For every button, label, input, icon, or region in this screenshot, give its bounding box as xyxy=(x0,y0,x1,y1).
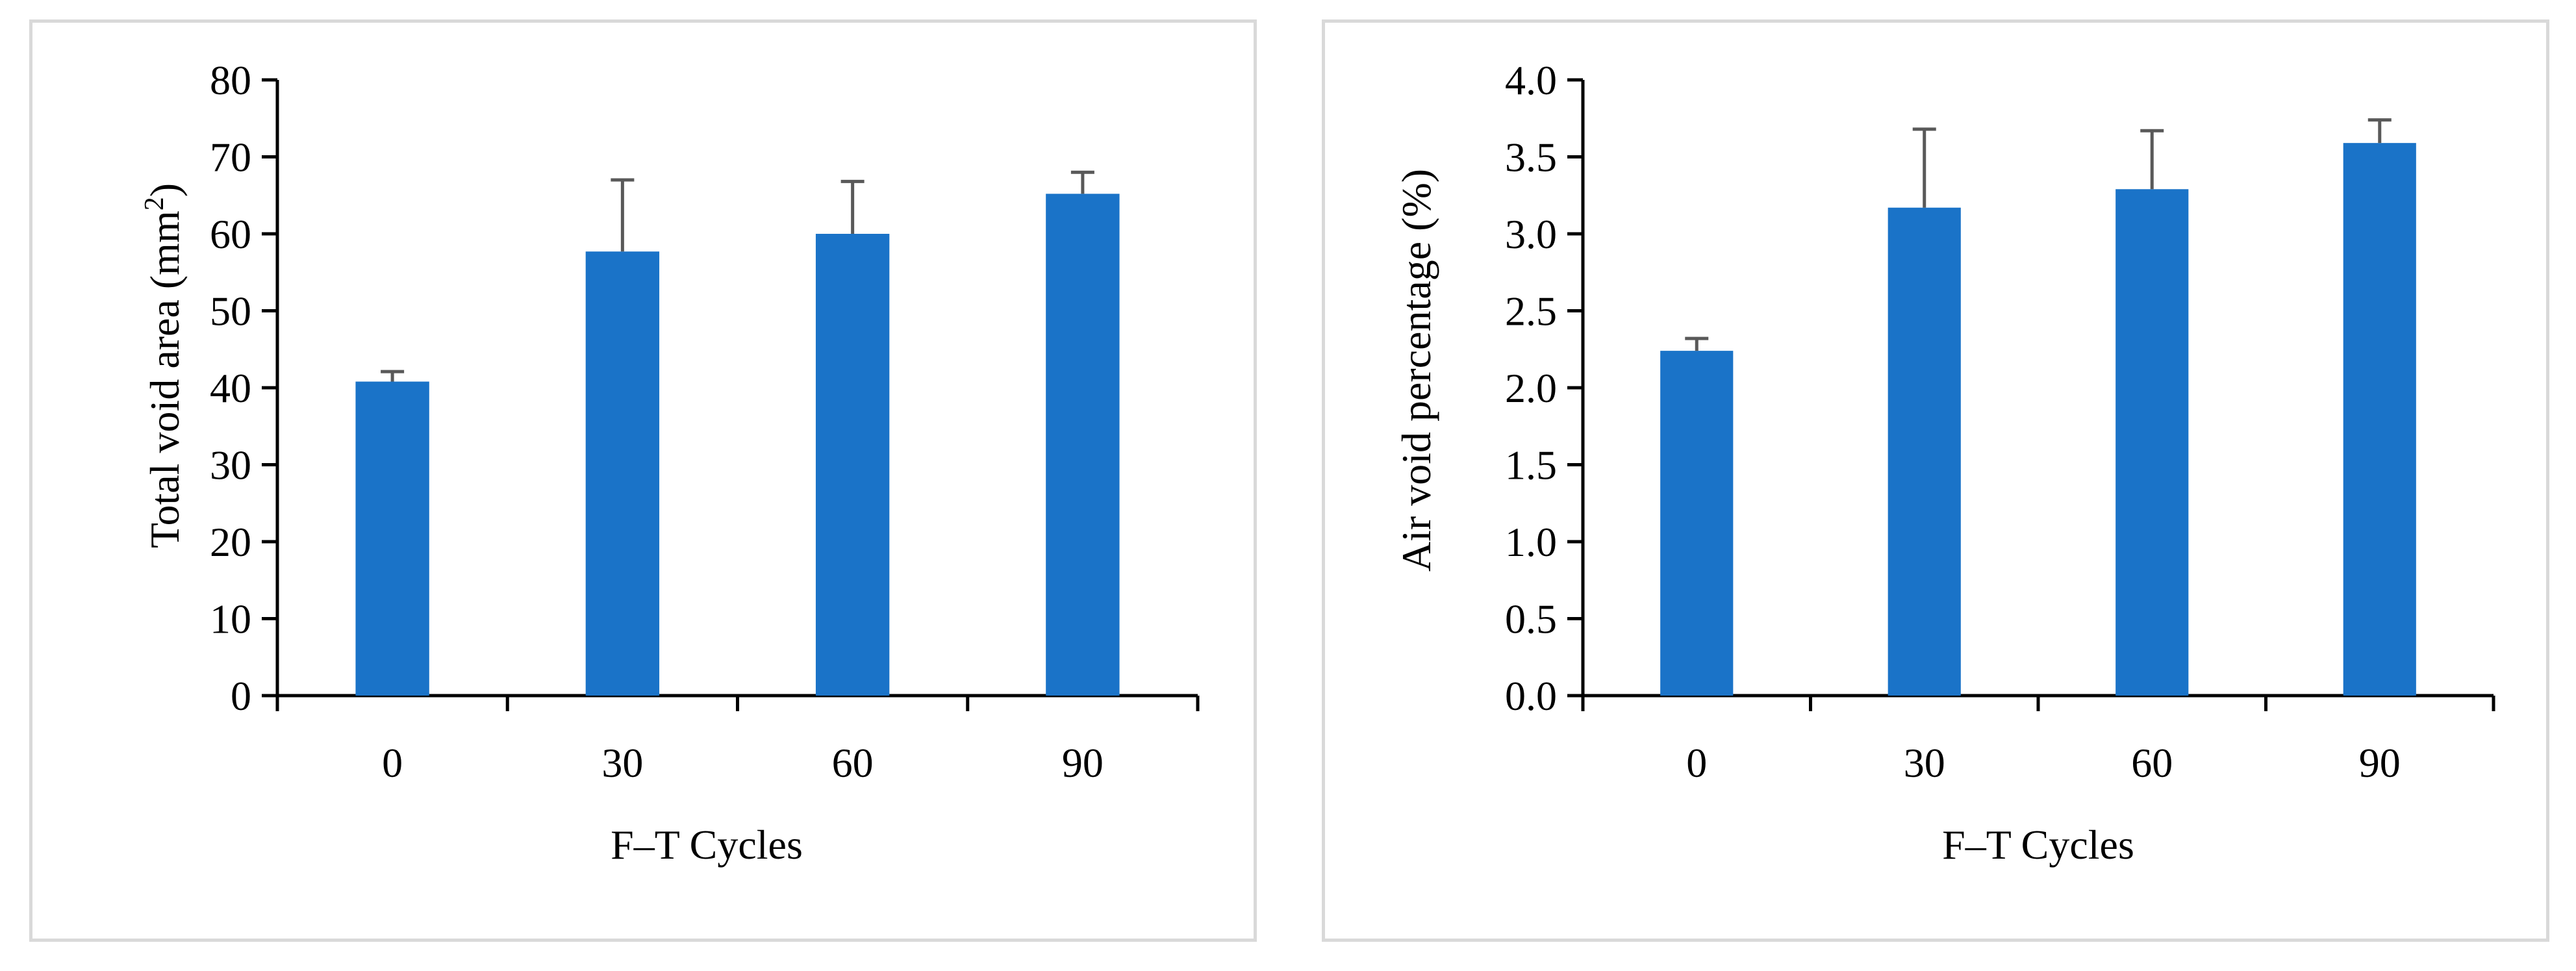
y-tick-label: 0.5 xyxy=(1505,596,1557,642)
x-axis-title: F–T Cycles xyxy=(611,822,803,868)
y-tick-label: 2.5 xyxy=(1505,288,1557,334)
y-axis-title: Air void percentage (%) xyxy=(1393,169,1439,572)
bar xyxy=(1660,351,1734,696)
y-tick-label: 1.0 xyxy=(1505,519,1557,565)
air-void-chart: Air void percentage (%) F–T Cycles 0.0 0.… xyxy=(1393,57,2495,868)
bar xyxy=(355,381,429,696)
y-axis-title: Total void area (mm2) xyxy=(140,183,188,548)
x-tick-label: 30 xyxy=(601,740,643,786)
y-tick-label: 60 xyxy=(210,211,251,257)
y-tick-label: 10 xyxy=(210,596,251,642)
bar xyxy=(1888,207,1961,696)
y-tick-label: 40 xyxy=(210,365,251,411)
y-tick-label: 70 xyxy=(210,134,251,181)
x-tick-label: 90 xyxy=(2359,740,2401,786)
y-tick-label: 3.0 xyxy=(1505,211,1557,257)
x-tick-label: 60 xyxy=(832,740,874,786)
y-tick-label: 0 xyxy=(231,673,251,719)
bar xyxy=(585,251,660,696)
y-tick-label: 1.5 xyxy=(1505,442,1557,488)
x-tick-label: 60 xyxy=(2131,740,2173,786)
chart-panel-void-area: Total void area (mm2) F–T Cycles 0 10 20 30… xyxy=(29,19,1257,942)
y-tick-label: 30 xyxy=(210,442,251,488)
y-tick-label: 4.0 xyxy=(1505,57,1557,103)
y-tick-label: 50 xyxy=(210,288,251,334)
bar xyxy=(2115,189,2189,696)
x-axis-title: F–T Cycles xyxy=(1942,822,2134,868)
x-tick-label: 30 xyxy=(1904,740,1945,786)
y-tick-label: 2.0 xyxy=(1505,365,1557,411)
x-tick-label: 90 xyxy=(1062,740,1104,786)
bar xyxy=(1046,194,1120,696)
void-area-chart: Total void area (mm2) F–T Cycles 0 10 20 30… xyxy=(140,57,1200,868)
bar xyxy=(815,234,890,696)
chart-panel-air-void: Air void percentage (%) F–T Cycles 0.0 0.… xyxy=(1322,19,2549,942)
y-tick-label: 3.5 xyxy=(1505,134,1557,181)
y-tick-label: 20 xyxy=(210,519,251,565)
x-tick-label: 0 xyxy=(1686,740,1707,786)
bar xyxy=(2343,143,2416,696)
y-tick-label: 0.0 xyxy=(1505,673,1557,719)
x-tick-label: 0 xyxy=(382,740,403,786)
y-tick-label: 80 xyxy=(210,57,251,103)
